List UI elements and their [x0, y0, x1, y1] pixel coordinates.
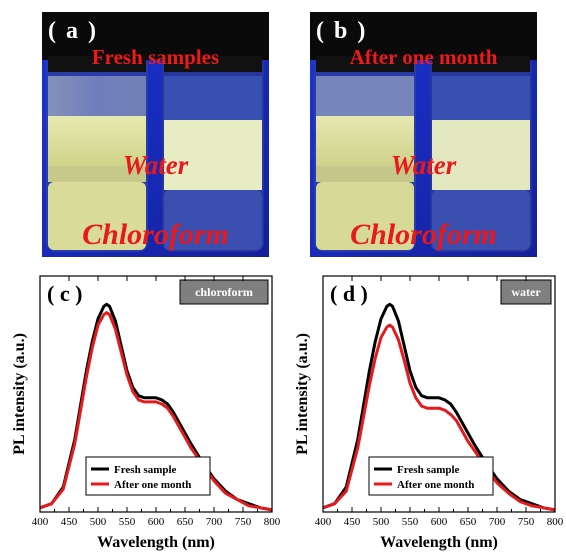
- x-tick-label: 600: [148, 516, 165, 528]
- series-line-fresh-sample: [322, 302, 556, 512]
- x-tick-label: 600: [431, 516, 448, 528]
- vials-photo: [310, 12, 537, 257]
- legend-label: After one month: [397, 479, 474, 491]
- x-tick-label: 800: [547, 516, 564, 528]
- x-tick-label: 400: [32, 516, 49, 528]
- photo-panel-fresh: ( a ) Fresh samples Water Chloroform: [42, 12, 269, 257]
- series-line-after-one-month: [39, 311, 273, 512]
- y-axis-label: PL intensity (a.u.): [11, 333, 28, 455]
- panel-label-d: ( d ): [330, 281, 368, 306]
- series-line-after-one-month: [322, 323, 556, 512]
- photo-panel-month: ( b ) After one month Water Chloroform: [310, 12, 537, 257]
- panel-label-a: ( a ): [48, 18, 98, 44]
- x-tick-label: 550: [402, 516, 419, 528]
- solvent-tag: chloroform: [179, 279, 269, 305]
- x-axis-label: Wavelength (nm): [97, 534, 215, 551]
- pl-spectrum-chart-water: PL intensity (a.u.) Wavelength (nm) ( d …: [294, 275, 564, 551]
- x-tick-label: 450: [344, 516, 361, 528]
- x-tick-label: 700: [489, 516, 506, 528]
- panel-label-c: ( c ): [47, 281, 82, 306]
- series-group: [39, 302, 273, 512]
- x-tick-label: 450: [61, 516, 78, 528]
- x-tick-label: 500: [90, 516, 107, 528]
- x-tick-label: 800: [264, 516, 281, 528]
- water-layer-label-a: Water: [122, 150, 189, 180]
- vials-photo: [42, 12, 269, 257]
- y-axis-label: PL intensity (a.u.): [294, 333, 311, 455]
- photo-title-b: After one month: [349, 45, 498, 69]
- solvent-tag-label: water: [511, 285, 541, 299]
- pl-spectrum-chart-chloroform: PL intensity (a.u.) Wavelength (nm) ( c …: [11, 275, 281, 551]
- x-tick-label: 750: [518, 516, 535, 528]
- legend-label: Fresh sample: [397, 464, 460, 476]
- x-axis-label: Wavelength (nm): [380, 534, 498, 551]
- series-group: [322, 302, 556, 512]
- photo-title-a: Fresh samples: [91, 45, 220, 69]
- chloroform-layer-label-a: Chloroform: [82, 218, 229, 251]
- chloroform-layer-label-b: Chloroform: [350, 218, 497, 251]
- x-tick-label: 650: [460, 516, 477, 528]
- x-tick-label: 400: [315, 516, 332, 528]
- legend: Fresh sample After one month: [368, 456, 494, 496]
- panel-label-b: ( b ): [316, 18, 368, 44]
- solvent-tag: water: [500, 279, 552, 305]
- x-tick-label: 550: [119, 516, 136, 528]
- x-tick-label: 500: [373, 516, 390, 528]
- legend: Fresh sample After one month: [85, 456, 211, 496]
- water-layer-label-b: Water: [390, 150, 457, 180]
- x-tick-label: 750: [235, 516, 252, 528]
- solvent-tag-label: chloroform: [195, 285, 253, 299]
- legend-label: After one month: [114, 479, 191, 491]
- legend-label: Fresh sample: [114, 464, 177, 476]
- x-tick-label: 700: [206, 516, 223, 528]
- x-tick-label: 650: [177, 516, 194, 528]
